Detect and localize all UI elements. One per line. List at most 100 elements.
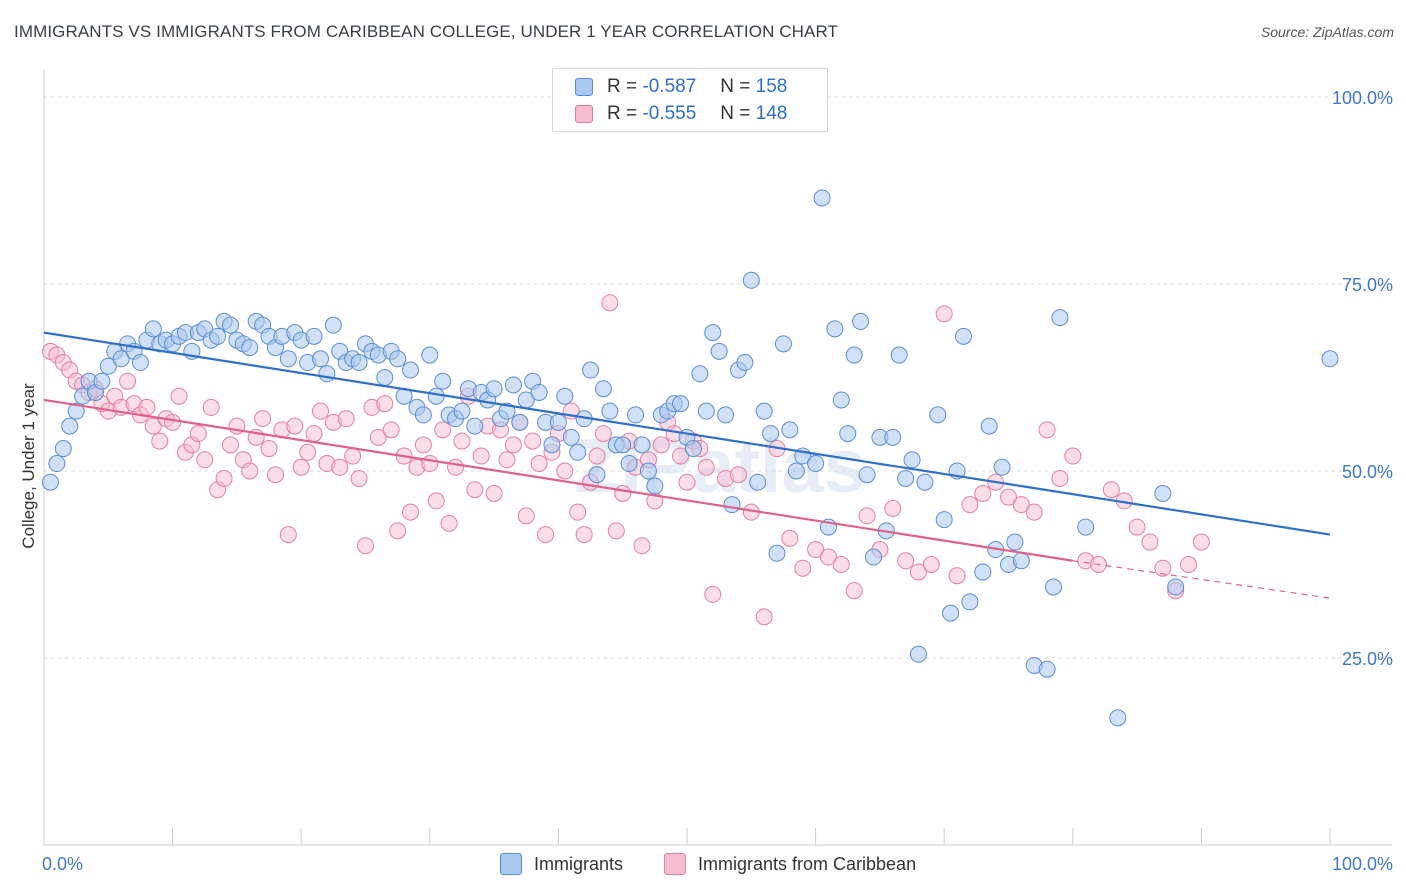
- data-point-immigrants: [787, 462, 805, 480]
- data-point-immigrants: [453, 402, 471, 420]
- data-point-caribbean: [845, 582, 863, 600]
- data-point-immigrants: [556, 387, 574, 405]
- legend-n-label: N =: [720, 76, 751, 97]
- data-point-caribbean: [704, 585, 722, 603]
- legend-n-value: 158: [755, 76, 788, 97]
- data-point-caribbean: [729, 466, 747, 484]
- data-point-immigrants: [543, 436, 561, 454]
- data-point-immigrants: [1167, 578, 1185, 596]
- data-point-caribbean: [633, 537, 651, 555]
- data-point-caribbean: [807, 541, 825, 559]
- data-point-immigrants: [614, 436, 632, 454]
- y-tick-label: 25.0%: [1342, 649, 1393, 669]
- data-point-caribbean: [530, 455, 548, 473]
- data-point-caribbean: [369, 428, 387, 446]
- data-point-caribbean: [119, 372, 137, 390]
- data-point-immigrants: [93, 372, 111, 390]
- chart-title: IMMIGRANTS VS IMMIGRANTS FROM CARIBBEAN …: [14, 22, 839, 41]
- data-point-immigrants: [434, 372, 452, 390]
- data-point-immigrants: [935, 511, 953, 529]
- data-point-immigrants: [61, 417, 79, 435]
- data-point-immigrants: [498, 402, 516, 420]
- data-point-caribbean: [498, 451, 516, 469]
- data-point-immigrants: [845, 346, 863, 364]
- data-point-immigrants: [691, 365, 709, 383]
- trend-lines: [43, 331, 1331, 599]
- data-point-caribbean: [440, 514, 458, 532]
- y-axis-label: College, Under 1 year: [19, 383, 38, 549]
- data-point-immigrants: [717, 406, 735, 424]
- data-point-immigrants: [633, 436, 651, 454]
- data-point-immigrants: [67, 402, 85, 420]
- data-point-caribbean: [524, 432, 542, 450]
- data-point-immigrants: [376, 369, 394, 386]
- data-point-caribbean: [292, 458, 310, 476]
- data-point-caribbean: [961, 496, 979, 514]
- data-point-caribbean: [974, 484, 992, 502]
- data-point-caribbean: [427, 492, 445, 510]
- data-point-immigrants: [916, 473, 934, 491]
- y-tick-label: 50.0%: [1342, 462, 1393, 482]
- data-point-immigrants: [961, 593, 979, 611]
- data-point-immigrants: [144, 320, 162, 338]
- data-point-immigrants: [1012, 552, 1030, 570]
- data-point-caribbean: [266, 466, 284, 484]
- data-point-caribbean: [1064, 447, 1082, 465]
- data-point-immigrants: [279, 350, 297, 368]
- data-point-immigrants: [41, 473, 59, 491]
- trend-line-caribbean: [43, 398, 1073, 562]
- data-point-immigrants: [402, 361, 420, 379]
- x-tick-label: 0.0%: [42, 854, 83, 874]
- data-point-immigrants: [852, 312, 870, 330]
- data-point-caribbean: [164, 413, 182, 431]
- data-point-caribbean: [922, 556, 940, 573]
- data-point-caribbean: [504, 436, 522, 454]
- data-point-immigrants: [350, 354, 368, 372]
- bottom-swatch-blue: [500, 853, 522, 875]
- data-point-caribbean: [331, 458, 349, 476]
- legend-n-value: 148: [755, 103, 788, 124]
- data-point-caribbean: [517, 507, 535, 525]
- data-point-caribbean: [434, 421, 452, 439]
- data-point-immigrants: [131, 354, 149, 372]
- data-point-immigrants: [639, 462, 657, 480]
- data-point-immigrants: [305, 327, 323, 345]
- data-point-immigrants: [209, 327, 227, 345]
- data-point-caribbean: [376, 395, 394, 413]
- data-point-caribbean: [389, 522, 407, 540]
- data-point-caribbean: [260, 440, 278, 458]
- data-point-immigrants: [858, 466, 876, 484]
- data-point-caribbean: [241, 462, 259, 480]
- data-point-caribbean: [138, 398, 156, 416]
- data-point-immigrants: [755, 402, 773, 420]
- data-point-caribbean: [299, 443, 317, 461]
- data-point-immigrants: [672, 395, 690, 413]
- data-point-immigrants: [504, 376, 522, 394]
- data-point-immigrants: [311, 350, 329, 368]
- grid-lines: [44, 96, 1392, 659]
- data-point-caribbean: [832, 556, 850, 573]
- data-point-immigrants: [897, 469, 915, 487]
- data-point-immigrants: [903, 451, 921, 469]
- legend: R = -0.587 N = 158 R = -0.555 N = 148: [552, 68, 828, 132]
- data-point-immigrants: [974, 563, 992, 581]
- data-point-caribbean: [202, 398, 220, 416]
- data-point-caribbean: [1180, 556, 1198, 573]
- data-point-immigrants: [749, 473, 767, 491]
- data-point-caribbean: [447, 458, 465, 476]
- data-point-caribbean: [697, 458, 715, 476]
- bottom-legend-caribbean: Immigrants from Caribbean: [664, 852, 916, 876]
- data-point-caribbean: [196, 451, 214, 469]
- data-point-caribbean: [672, 447, 690, 465]
- data-point-caribbean: [221, 436, 239, 454]
- bottom-legend-label: Immigrants: [534, 853, 624, 874]
- data-point-immigrants: [993, 458, 1011, 476]
- data-point-immigrants: [318, 365, 336, 383]
- data-point-immigrants: [594, 380, 612, 398]
- data-point-caribbean: [575, 526, 593, 544]
- data-point-immigrants: [762, 425, 780, 443]
- data-point-immigrants: [112, 350, 130, 368]
- data-point-immigrants: [646, 477, 664, 495]
- tick-labels: 25.0% 50.0% 75.0% 100.0% 0.0% 100.0%: [42, 88, 1393, 874]
- data-point-immigrants: [601, 402, 619, 420]
